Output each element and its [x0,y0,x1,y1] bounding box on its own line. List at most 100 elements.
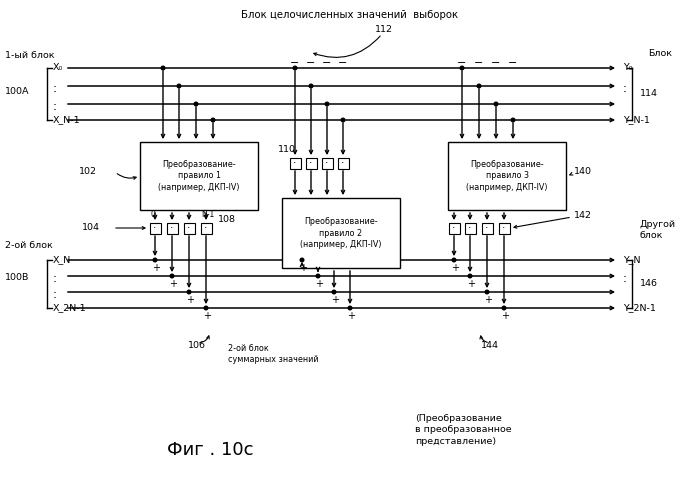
Text: 0: 0 [150,210,155,219]
Text: :: : [623,81,627,94]
Text: −: − [491,58,500,68]
Text: −: − [290,58,300,68]
Text: Y_2N-1: Y_2N-1 [623,303,656,313]
Bar [282,198,400,268]
Text: −: − [475,58,484,68]
Text: +: + [347,311,355,321]
Circle shape [460,66,464,70]
Bar [150,223,160,233]
Text: :: : [53,271,57,284]
Bar [183,223,195,233]
Text: ·: · [293,158,297,169]
Text: 102: 102 [79,168,97,176]
Bar [465,223,475,233]
Text: 144: 144 [481,340,499,350]
Text: Блок: Блок [648,50,672,58]
Circle shape [316,274,320,278]
Text: +: + [467,279,475,289]
Text: −: − [322,58,332,68]
Circle shape [485,290,489,294]
Text: Y_N-1: Y_N-1 [623,115,650,125]
Circle shape [341,118,345,122]
Text: X_2N-1: X_2N-1 [53,303,87,313]
Text: Преобразование-
правило 3
(например, ДКП-IV): Преобразование- правило 3 (например, ДКП… [466,160,547,191]
Text: −: − [338,58,348,68]
Circle shape [293,66,297,70]
Text: −: − [508,58,518,68]
Text: ·: · [309,158,313,169]
Text: Преобразование-
правило 2
(например, ДКП-IV): Преобразование- правило 2 (например, ДКП… [300,217,382,248]
Circle shape [348,306,352,310]
Text: ·: · [326,158,329,169]
Text: Y₀: Y₀ [623,63,633,73]
Text: 104: 104 [82,224,100,232]
Bar [200,223,211,233]
Circle shape [502,306,506,310]
Text: ·: · [188,224,190,233]
Text: 1-ый блок: 1-ый блок [5,51,55,59]
Bar [482,223,493,233]
Text: ·: · [204,224,208,233]
Circle shape [300,258,304,262]
Text: ·: · [503,224,505,233]
Text: X_N-1: X_N-1 [53,115,80,125]
Text: X₀: X₀ [53,63,63,73]
Circle shape [194,102,198,106]
Text: 106: 106 [188,340,206,350]
Text: ·: · [468,224,472,233]
Circle shape [511,118,514,122]
Bar [448,142,566,210]
Text: 114: 114 [640,90,658,98]
Text: ·: · [170,224,174,233]
Text: 142: 142 [574,210,592,220]
Circle shape [177,84,181,88]
Text: X_N: X_N [53,256,71,264]
Text: :: : [623,271,627,284]
Circle shape [309,84,313,88]
Text: +: + [501,311,509,321]
Text: 112: 112 [375,25,393,35]
Bar [140,142,258,210]
Text: 110: 110 [278,146,296,154]
Circle shape [170,274,174,278]
Circle shape [211,118,215,122]
Text: ·: · [342,158,344,169]
Text: +: + [315,279,323,289]
Text: ·: · [485,224,489,233]
Text: +: + [186,295,194,305]
Circle shape [494,102,498,106]
Text: +: + [484,295,492,305]
Circle shape [477,84,481,88]
Text: 140: 140 [574,168,592,176]
Bar [498,223,510,233]
Circle shape [153,258,157,262]
Text: +: + [299,263,307,273]
Text: Преобразование-
правило 1
(например, ДКП-IV): Преобразование- правило 1 (например, ДКП… [158,160,239,191]
Text: :: : [53,287,57,300]
Circle shape [468,274,472,278]
Text: +: + [169,279,177,289]
Text: :: : [53,81,57,94]
Text: −: − [307,58,316,68]
Text: Блок целочисленных значений  выборок: Блок целочисленных значений выборок [241,10,458,20]
Bar [305,157,316,169]
Circle shape [161,66,164,70]
Text: (Преобразование
в преобразованное
представление): (Преобразование в преобразованное предст… [415,413,512,446]
Text: Y_N: Y_N [623,256,640,264]
Bar [321,157,332,169]
Text: +: + [331,295,339,305]
Text: +: + [451,263,459,273]
Text: +: + [152,263,160,273]
Text: 2-ой блок
суммарных значений: 2-ой блок суммарных значений [228,344,318,364]
Text: 146: 146 [640,280,658,288]
Text: N-1: N-1 [202,210,215,219]
Text: −: − [457,58,467,68]
Text: Другой
блок: Другой блок [640,220,676,240]
Circle shape [187,290,191,294]
Bar [449,223,459,233]
Bar [167,223,178,233]
Circle shape [204,306,208,310]
Text: 100B: 100B [5,274,29,282]
Text: :: : [53,99,57,112]
Bar [290,157,300,169]
